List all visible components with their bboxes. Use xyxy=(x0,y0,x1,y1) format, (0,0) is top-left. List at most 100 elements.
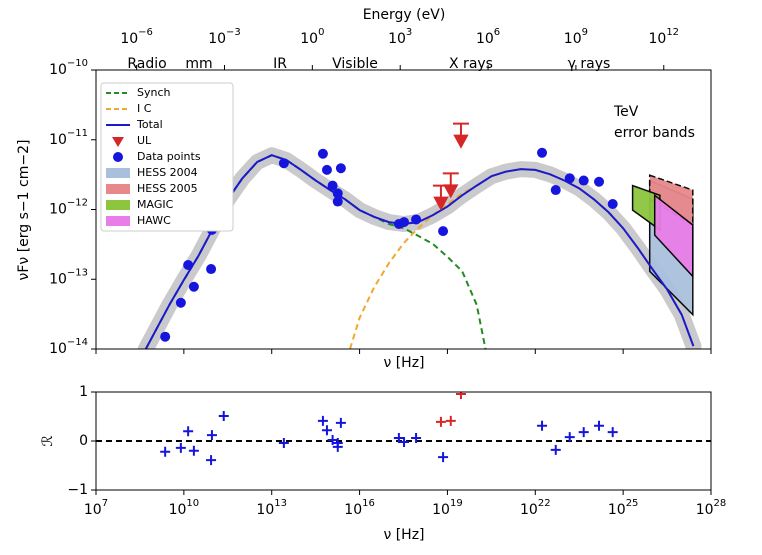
tick-label: 1 xyxy=(79,384,88,400)
data-point xyxy=(332,196,343,207)
residual-point xyxy=(438,452,449,463)
plot-area xyxy=(96,392,711,466)
data-point xyxy=(317,148,328,159)
tick-label: 10−13 xyxy=(49,267,88,287)
legend-swatch xyxy=(106,200,130,210)
data-point xyxy=(564,173,575,184)
residual-point xyxy=(278,437,289,448)
tick-label: −1 xyxy=(67,482,88,498)
residual-point xyxy=(206,455,217,466)
data-point xyxy=(160,331,171,342)
y-axis-label: νFν [erg s−1 cm−2] xyxy=(16,140,32,281)
data-point xyxy=(327,180,338,191)
legend-box xyxy=(100,82,234,232)
residual-point xyxy=(550,444,561,455)
region-label: mm xyxy=(185,56,212,72)
residual-point xyxy=(188,445,199,456)
legend: Synch I C Total UL Data points HESS 2004 HESS … xyxy=(100,82,234,232)
tick-label: 1010 xyxy=(169,498,200,518)
x-axis-label: ν [Hz] xyxy=(383,527,424,543)
data-point xyxy=(206,264,217,275)
residual-point xyxy=(564,432,575,443)
model-curve xyxy=(144,154,695,349)
legend-label: UL xyxy=(137,134,152,147)
data-point xyxy=(183,260,194,271)
residual-point xyxy=(332,437,343,448)
residual-point xyxy=(393,433,404,444)
data-point xyxy=(578,175,589,186)
tick-label: 109 xyxy=(564,27,588,47)
y-axis-label: ℛ xyxy=(40,435,56,446)
legend-swatch xyxy=(113,152,123,162)
data-point xyxy=(175,297,186,308)
tick-label: 1016 xyxy=(344,498,375,518)
annotation: TeV xyxy=(613,104,639,120)
tick-label: 1013 xyxy=(256,498,287,518)
residual-point xyxy=(435,416,446,427)
residual-point xyxy=(206,430,217,441)
residual-point xyxy=(578,427,589,438)
data-point xyxy=(438,226,449,237)
data-point xyxy=(278,158,289,169)
legend-swatch xyxy=(106,168,130,178)
tick-label: 107 xyxy=(84,498,108,518)
residual-point xyxy=(594,420,605,431)
tick-label: 0 xyxy=(79,433,88,449)
x-axis-label: ν [Hz] xyxy=(383,355,424,371)
residual-point xyxy=(445,415,456,426)
residual-point xyxy=(175,442,186,453)
tick-label: 100 xyxy=(300,27,324,47)
residual-point xyxy=(455,392,466,399)
residual-point xyxy=(335,417,346,428)
region-label: Visible xyxy=(332,56,378,72)
legend-label: HESS 2005 xyxy=(137,182,198,195)
legend-swatch xyxy=(106,216,130,226)
data-point xyxy=(335,163,346,174)
tick-label: 10−10 xyxy=(49,58,88,78)
tick-label: 103 xyxy=(388,27,412,47)
legend-swatch xyxy=(112,137,124,147)
region-label: γ rays xyxy=(568,56,611,72)
tick-label: 10−11 xyxy=(49,128,88,148)
data-point xyxy=(411,214,422,225)
residual-point xyxy=(411,433,422,444)
plot-frame xyxy=(95,391,712,491)
plot-frame xyxy=(95,69,712,350)
residual-point xyxy=(218,411,229,422)
tick-label: 10−12 xyxy=(49,198,88,218)
residual-panel: −1 0 1 107 1010 1013 1016 1019 1022 1025 1028 xyxy=(67,384,726,518)
data-point xyxy=(537,147,548,158)
tick-label: 1019 xyxy=(432,498,463,518)
residual-point xyxy=(160,446,171,457)
data-point xyxy=(321,164,332,175)
tev-error-band xyxy=(653,193,694,279)
tick-label: 1025 xyxy=(608,498,639,518)
region-label: IR xyxy=(273,56,287,72)
upper-limit xyxy=(442,172,459,199)
legend-label: MAGIC xyxy=(137,198,174,211)
legend-swatch xyxy=(106,184,130,194)
legend-label: Data points xyxy=(137,150,201,163)
data-point xyxy=(399,217,410,228)
tick-label: 106 xyxy=(476,27,500,47)
data-point xyxy=(188,281,199,292)
data-point xyxy=(332,188,343,199)
legend-label: I C xyxy=(137,102,152,115)
tick-label: 1022 xyxy=(520,498,551,518)
legend-label: HESS 2004 xyxy=(137,166,198,179)
residual-point xyxy=(399,436,410,447)
tick-label: 10−14 xyxy=(49,337,88,357)
plot-area xyxy=(137,122,702,349)
sed-panel: 10−10 10−11 10−12 10−13 10−14 10−6 10−3 100 103 1… xyxy=(49,27,712,357)
residual-point xyxy=(327,435,338,446)
tick-label: 10−3 xyxy=(208,27,241,47)
residual-point xyxy=(321,425,332,436)
annotation: error bands xyxy=(614,125,695,141)
data-point xyxy=(607,198,618,209)
residual-point xyxy=(317,415,328,426)
region-label: X rays xyxy=(449,56,493,72)
residual-point xyxy=(607,427,618,438)
upper-limit xyxy=(452,122,469,149)
region-label: Radio xyxy=(127,56,166,72)
